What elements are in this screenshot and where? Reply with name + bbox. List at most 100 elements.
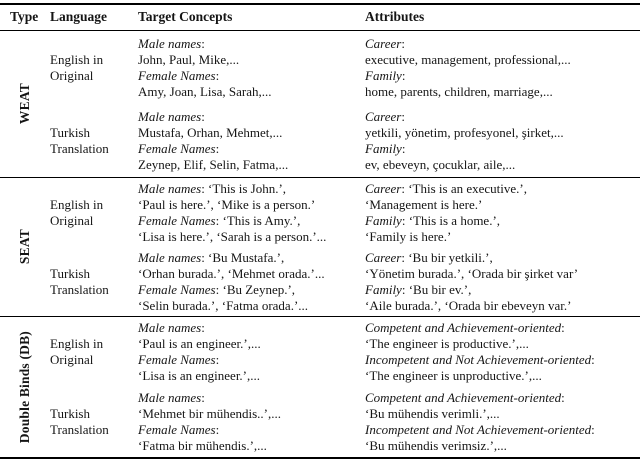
language-line: Translation <box>50 422 109 437</box>
concept-text: ‘Bu mühendis verimsiz.’,... <box>365 438 507 453</box>
text-line: executive, management, professional,... <box>365 52 634 68</box>
text-line: ‘Mehmet bir mühendis..’,... <box>138 406 359 422</box>
type-label-db: Double Binds (DB) <box>17 330 32 444</box>
concept-label: Incompetent and Not Achievement-oriented <box>365 422 592 437</box>
language-line: Turkish <box>50 266 90 281</box>
text-line: ‘Bu mühendis verimli.’,... <box>365 406 634 422</box>
bias-tests-table: Type Language Target Concepts Attributes… <box>0 3 640 459</box>
text-line: Family: <box>365 141 634 157</box>
concept-label: Male names <box>138 181 202 196</box>
concept-label: Female Names <box>138 422 216 437</box>
concept-label: Female Names <box>138 282 216 297</box>
concept-text: ‘Mehmet bir mühendis..’,... <box>138 406 281 421</box>
table-section-seat: SEAT English in Original Male names: ‘This … <box>0 178 640 317</box>
concept-label: Male names <box>138 320 202 335</box>
target-concepts-cell: Male names: ‘Mehmet bir mühendis..’,... Fe… <box>138 390 365 454</box>
language-cell: English in Original <box>50 181 138 245</box>
concept-label: Female Names <box>138 68 216 83</box>
text-line: ‘The engineer is unproductive.’,... <box>365 368 634 384</box>
text-line: Competent and Achievement-oriented: <box>365 390 634 406</box>
concept-text: home, parents, children, marriage,... <box>365 84 553 99</box>
text-line: Male names: <box>138 390 359 406</box>
text-line: Career: <box>365 36 634 52</box>
text-line: ‘The engineer is productive.’,... <box>365 336 634 352</box>
text-line: Female Names: ‘Bu Zeynep.’, <box>138 282 359 298</box>
concept-text: : <box>201 390 205 405</box>
text-line: ‘Paul is here.’, ‘Mike is a person.’ <box>138 197 359 213</box>
table-section-weat: WEAT English in Original Male names: John, P… <box>0 31 640 178</box>
language-cell: Turkish Translation <box>50 250 138 314</box>
concept-text: : <box>401 109 405 124</box>
concept-label: Family <box>365 141 402 156</box>
type-cell-seat: SEAT <box>0 178 50 316</box>
concept-label: Male names <box>138 109 202 124</box>
text-line: Male names: ‘Bu Mustafa.’, <box>138 250 359 266</box>
text-line: ‘Paul is an engineer.’,... <box>138 336 359 352</box>
concept-text: ‘Fatma bir mühendis.’,... <box>138 438 267 453</box>
text-line: Amy, Joan, Lisa, Sarah,... <box>138 84 359 100</box>
concept-label: Male names <box>138 36 202 51</box>
text-line: Female Names: <box>138 352 359 368</box>
concept-text: : ‘This is Amy.’, <box>215 213 301 228</box>
target-concepts-cell: Male names: ‘This is John.’, ‘Paul is her… <box>138 181 365 245</box>
table-header-row: Type Language Target Concepts Attributes <box>0 5 640 31</box>
text-line: Family: <box>365 68 634 84</box>
concept-text: ‘Selin burada.’, ‘Fatma orada.’... <box>138 298 309 313</box>
concept-text: : <box>215 422 220 437</box>
text-line: Female Names: <box>138 141 359 157</box>
concept-text: : ‘This is John.’, <box>201 181 287 196</box>
concept-text: : <box>201 36 205 51</box>
concept-text: : <box>401 36 405 51</box>
attributes-cell: Career: ‘This is an executive.’, ‘Managem… <box>365 181 640 245</box>
section-rows: English in Original Male names: ‘Paul is an… <box>50 317 640 457</box>
language-line: Turkish <box>50 125 90 140</box>
concept-text: : ‘Bu Zeynep.’, <box>215 282 296 297</box>
concept-label: Career <box>365 36 402 51</box>
text-line: Competent and Achievement-oriented: <box>365 320 634 336</box>
language-cell: English in Original <box>50 320 138 384</box>
concept-text: : ‘Bu bir ev.’, <box>401 282 472 297</box>
text-line: Family: ‘This is a home.’, <box>365 213 634 229</box>
text-line: Family: ‘Bu bir ev.’, <box>365 282 634 298</box>
language-line: English in <box>50 197 104 212</box>
attributes-cell: Career: executive, management, profession… <box>365 36 640 100</box>
concept-text: Amy, Joan, Lisa, Sarah,... <box>138 84 272 99</box>
language-line: Translation <box>50 141 109 156</box>
table-row: English in Original Male names: John, Paul,… <box>50 31 640 104</box>
text-line: ‘Lisa is an engineer.’,... <box>138 368 359 384</box>
target-concepts-cell: Male names: ‘Paul is an engineer.’,... Fem… <box>138 320 365 384</box>
attributes-cell: Career: yetkili, yönetim, profesyonel, şi… <box>365 109 640 173</box>
concept-text: ‘Orhan burada.’, ‘Mehmet orada.’... <box>138 266 325 281</box>
text-line: ‘Selin burada.’, ‘Fatma orada.’... <box>138 298 359 314</box>
text-line: ‘Management is here.’ <box>365 197 634 213</box>
concept-label: Family <box>365 282 402 297</box>
concept-text: : <box>215 68 220 83</box>
concept-label: Family <box>365 213 402 228</box>
concept-label: Career <box>365 109 402 124</box>
text-line: Career: ‘This is an executive.’, <box>365 181 634 197</box>
text-line: Career: <box>365 109 634 125</box>
concept-text: : ‘Bu bir yetkili.’, <box>401 250 493 265</box>
text-line: ‘Yönetim burada.’, ‘Orada bir şirket var… <box>365 266 634 282</box>
concept-text: ‘The engineer is productive.’,... <box>365 336 529 351</box>
attributes-cell: Competent and Achievement-oriented: ‘Bu m… <box>365 390 640 454</box>
concept-label: Competent and Achievement-oriented <box>365 390 562 405</box>
text-line: Zeynep, Elif, Selin, Fatma,... <box>138 157 359 173</box>
concept-label: Male names <box>138 250 202 265</box>
concept-text: : <box>591 352 595 367</box>
column-header-target-concepts: Target Concepts <box>138 9 233 24</box>
concept-text: yetkili, yönetim, profesyonel, şirket,..… <box>365 125 564 140</box>
table-row: Turkish Translation Male names: Mustafa, Or… <box>50 104 640 177</box>
concept-text: : <box>215 352 220 367</box>
text-line: ‘Family is here.’ <box>365 229 634 245</box>
concept-text: : ‘This is an executive.’, <box>401 181 527 196</box>
concept-label: Career <box>365 250 402 265</box>
text-line: ev, ebeveyn, çocuklar, aile,... <box>365 157 634 173</box>
concept-text: ‘Yönetim burada.’, ‘Orada bir şirket var… <box>365 266 579 281</box>
type-cell-weat: WEAT <box>0 31 50 177</box>
type-label-weat: WEAT <box>17 83 32 125</box>
concept-label: Male names <box>138 390 202 405</box>
text-line: Career: ‘Bu bir yetkili.’, <box>365 250 634 266</box>
language-line: English in <box>50 336 104 351</box>
concept-text: ‘Paul is here.’, ‘Mike is a person.’ <box>138 197 316 212</box>
